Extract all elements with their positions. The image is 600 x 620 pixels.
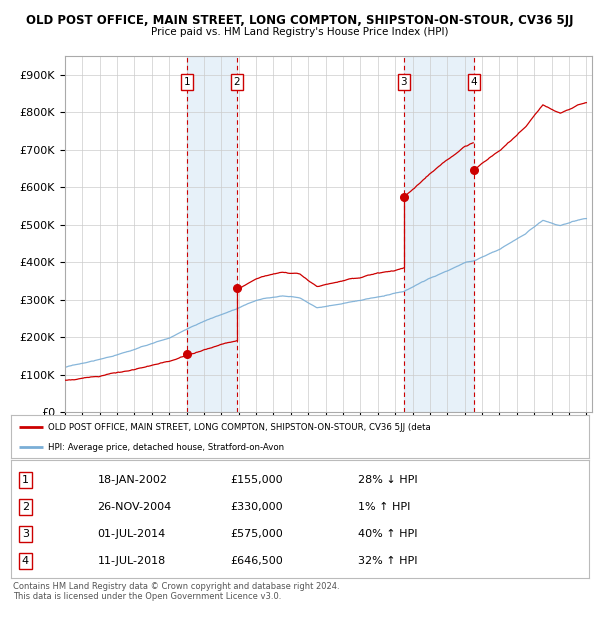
Text: OLD POST OFFICE, MAIN STREET, LONG COMPTON, SHIPSTON-ON-STOUR, CV36 5JJ (deta: OLD POST OFFICE, MAIN STREET, LONG COMPT… xyxy=(49,423,431,432)
Text: £155,000: £155,000 xyxy=(230,475,283,485)
Text: 4: 4 xyxy=(22,556,29,566)
Bar xyxy=(404,56,474,412)
Text: 26-NOV-2004: 26-NOV-2004 xyxy=(98,502,172,512)
Text: 2: 2 xyxy=(233,77,240,87)
Text: 1: 1 xyxy=(184,77,191,87)
Text: OLD POST OFFICE, MAIN STREET, LONG COMPTON, SHIPSTON-ON-STOUR, CV36 5JJ: OLD POST OFFICE, MAIN STREET, LONG COMPT… xyxy=(26,14,574,27)
Text: 1% ↑ HPI: 1% ↑ HPI xyxy=(358,502,410,512)
Text: Contains HM Land Registry data © Crown copyright and database right 2024.
This d: Contains HM Land Registry data © Crown c… xyxy=(13,582,340,601)
Text: 3: 3 xyxy=(22,529,29,539)
Text: 28% ↓ HPI: 28% ↓ HPI xyxy=(358,475,418,485)
Text: 32% ↑ HPI: 32% ↑ HPI xyxy=(358,556,418,566)
Text: 11-JUL-2018: 11-JUL-2018 xyxy=(98,556,166,566)
Text: 01-JUL-2014: 01-JUL-2014 xyxy=(98,529,166,539)
Text: £330,000: £330,000 xyxy=(230,502,283,512)
Text: 2: 2 xyxy=(22,502,29,512)
Text: 40% ↑ HPI: 40% ↑ HPI xyxy=(358,529,418,539)
Text: Price paid vs. HM Land Registry's House Price Index (HPI): Price paid vs. HM Land Registry's House … xyxy=(151,27,449,37)
Text: 3: 3 xyxy=(401,77,407,87)
Text: £575,000: £575,000 xyxy=(230,529,283,539)
Text: 1: 1 xyxy=(22,475,29,485)
Text: 18-JAN-2002: 18-JAN-2002 xyxy=(98,475,167,485)
Text: HPI: Average price, detached house, Stratford-on-Avon: HPI: Average price, detached house, Stra… xyxy=(49,443,284,451)
Text: 4: 4 xyxy=(470,77,477,87)
Text: £646,500: £646,500 xyxy=(230,556,283,566)
Bar xyxy=(187,56,237,412)
